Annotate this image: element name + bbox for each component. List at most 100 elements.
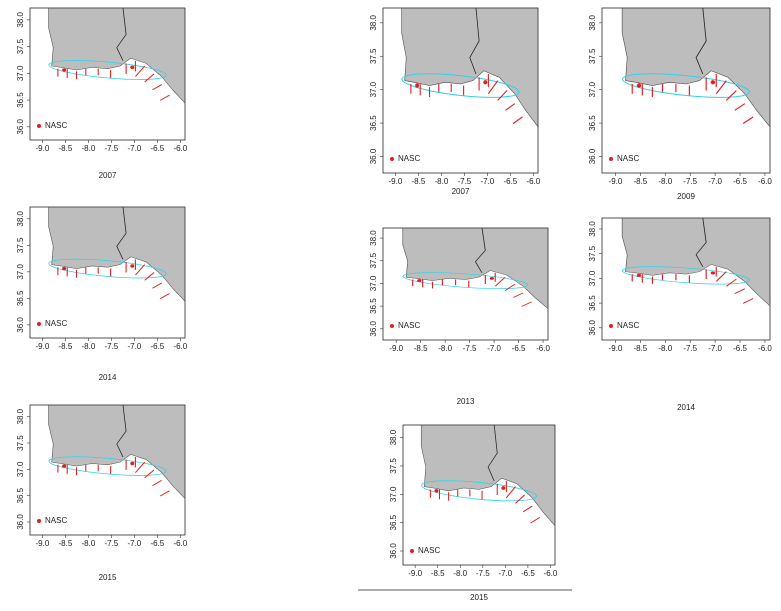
plot-frame (382, 7, 539, 174)
map-panel: -9.0 -8.5 -8.0 -7.5 -7.0 -6.5 -6.0 36.0 36.5 37.0… (369, 227, 550, 406)
x-tick-label: -7.0 (708, 344, 722, 353)
x-tick-label: -7.5 (683, 344, 697, 353)
map-panel: -9.0 -8.5 -8.0 -7.5 -7.0 -6.5 -6.0 36.0 36.5 37.0… (16, 7, 188, 180)
x-tick-label: -7.0 (127, 342, 141, 351)
plot-frame (29, 206, 186, 339)
y-tick-label: 36.0 (16, 514, 25, 530)
y-tick-label: 37.5 (588, 245, 597, 261)
y-tick-label: 37.0 (16, 461, 25, 477)
x-tick-label: -8.0 (658, 344, 672, 353)
legend-label: NASC (398, 321, 420, 330)
legend-dot (609, 157, 613, 161)
y-tick-label: 36.5 (16, 487, 25, 503)
y-tick-label: 37.5 (16, 38, 25, 54)
y-tick-label: 37.0 (369, 275, 378, 291)
caption: 2013 (457, 397, 475, 406)
map-panel: -9.0 -8.5 -8.0 -7.5 -7.0 -6.5 -6.0 36.0 36.5 37.0… (369, 7, 541, 196)
y-tick-label: 38.0 (16, 210, 25, 226)
x-tick-label: -6.0 (173, 539, 187, 548)
x-tick-label: -7.5 (104, 539, 118, 548)
caption: 2007 (99, 171, 117, 180)
y-tick-label: 36.0 (369, 320, 378, 336)
x-tick-label: -9.0 (36, 342, 50, 351)
map-panel: -9.0 -8.5 -8.0 -7.5 -7.0 -6.5 -6.0 36.0 36.5 37.0… (389, 424, 558, 602)
x-tick-label: -7.5 (457, 177, 471, 186)
legend-dot (37, 322, 41, 326)
y-tick-label: 36.0 (16, 118, 25, 134)
x-tick-label: -6.5 (512, 344, 526, 353)
x-tick-label: -9.0 (389, 177, 403, 186)
legend-label: NASC (617, 154, 639, 163)
x-tick-label: -8.0 (658, 177, 672, 186)
y-tick-label: 38.0 (588, 221, 597, 237)
caption: 2014 (99, 373, 117, 382)
y-tick-label: 36.0 (588, 148, 597, 164)
y-tick-label: 36.5 (16, 290, 25, 306)
x-tick-label: -9.0 (389, 344, 403, 353)
y-tick-label: 37.5 (16, 435, 25, 451)
plot-frame (29, 7, 186, 141)
y-tick-label: 37.0 (369, 81, 378, 97)
x-tick-label: -7.0 (127, 539, 141, 548)
y-tick-label: 38.0 (16, 12, 25, 28)
y-tick-label: 36.0 (389, 543, 398, 559)
legend-dot (37, 519, 41, 523)
y-tick-label: 38.0 (16, 408, 25, 424)
x-tick-label: -8.0 (81, 539, 95, 548)
legend-label: NASC (617, 321, 639, 330)
map-panel: -9.0 -8.5 -8.0 -7.5 -7.0 -6.5 -6.0 36.0 36.5 37.0… (16, 206, 188, 382)
x-tick-label: -7.5 (683, 177, 697, 186)
y-tick-label: 37.0 (389, 486, 398, 502)
plot-frame (382, 227, 549, 341)
legend-label: NASC (45, 319, 67, 328)
caption: 2015 (99, 573, 117, 582)
y-tick-label: 38.0 (389, 429, 398, 445)
y-tick-label: 36.5 (369, 298, 378, 314)
y-tick-label: 36.5 (588, 115, 597, 131)
x-tick-label: -8.0 (438, 344, 452, 353)
x-tick-label: -7.0 (127, 144, 141, 153)
legend-label: NASC (45, 121, 67, 130)
x-tick-label: -8.0 (453, 569, 467, 578)
x-tick-label: -8.0 (81, 342, 95, 351)
y-tick-label: 37.5 (369, 252, 378, 268)
x-tick-label: -6.5 (521, 569, 535, 578)
x-tick-label: -7.0 (708, 177, 722, 186)
legend-label: NASC (45, 516, 67, 525)
x-tick-label: -8.5 (58, 144, 72, 153)
legend-dot (390, 157, 394, 161)
map-panel: -9.0 -8.5 -8.0 -7.5 -7.0 -6.5 -6.0 36.0 36.5 37.0… (16, 404, 188, 582)
x-tick-label: -7.5 (104, 144, 118, 153)
x-tick-label: -6.0 (173, 144, 187, 153)
legend-dot (390, 324, 394, 328)
y-tick-label: 38.0 (588, 15, 597, 31)
x-tick-label: -7.0 (487, 344, 501, 353)
y-tick-label: 37.5 (588, 48, 597, 64)
x-tick-label: -6.5 (150, 144, 164, 153)
x-tick-label: -6.5 (733, 177, 747, 186)
x-tick-label: -6.5 (503, 177, 517, 186)
x-tick-label: -9.0 (36, 144, 50, 153)
x-tick-label: -9.0 (408, 569, 422, 578)
x-tick-label: -8.5 (431, 569, 445, 578)
plot-frame (402, 424, 556, 566)
x-tick-label: -7.5 (104, 342, 118, 351)
x-tick-label: -8.5 (414, 344, 428, 353)
x-tick-label: -7.5 (476, 569, 490, 578)
x-tick-label: -8.0 (81, 144, 95, 153)
caption: 2014 (677, 403, 695, 412)
x-tick-label: -6.0 (758, 344, 772, 353)
x-tick-label: -7.5 (463, 344, 477, 353)
x-tick-label: -6.0 (536, 344, 550, 353)
x-tick-label: -7.0 (498, 569, 512, 578)
x-tick-label: -8.5 (58, 342, 72, 351)
x-tick-label: -8.5 (411, 177, 425, 186)
y-tick-label: 37.5 (389, 458, 398, 474)
x-tick-label: -8.0 (434, 177, 448, 186)
legend-dot (37, 124, 41, 128)
x-tick-label: -9.0 (36, 539, 50, 548)
x-tick-label: -7.0 (480, 177, 494, 186)
legend-dot (410, 549, 414, 553)
y-tick-label: 37.0 (16, 65, 25, 81)
x-tick-label: -9.0 (609, 344, 623, 353)
